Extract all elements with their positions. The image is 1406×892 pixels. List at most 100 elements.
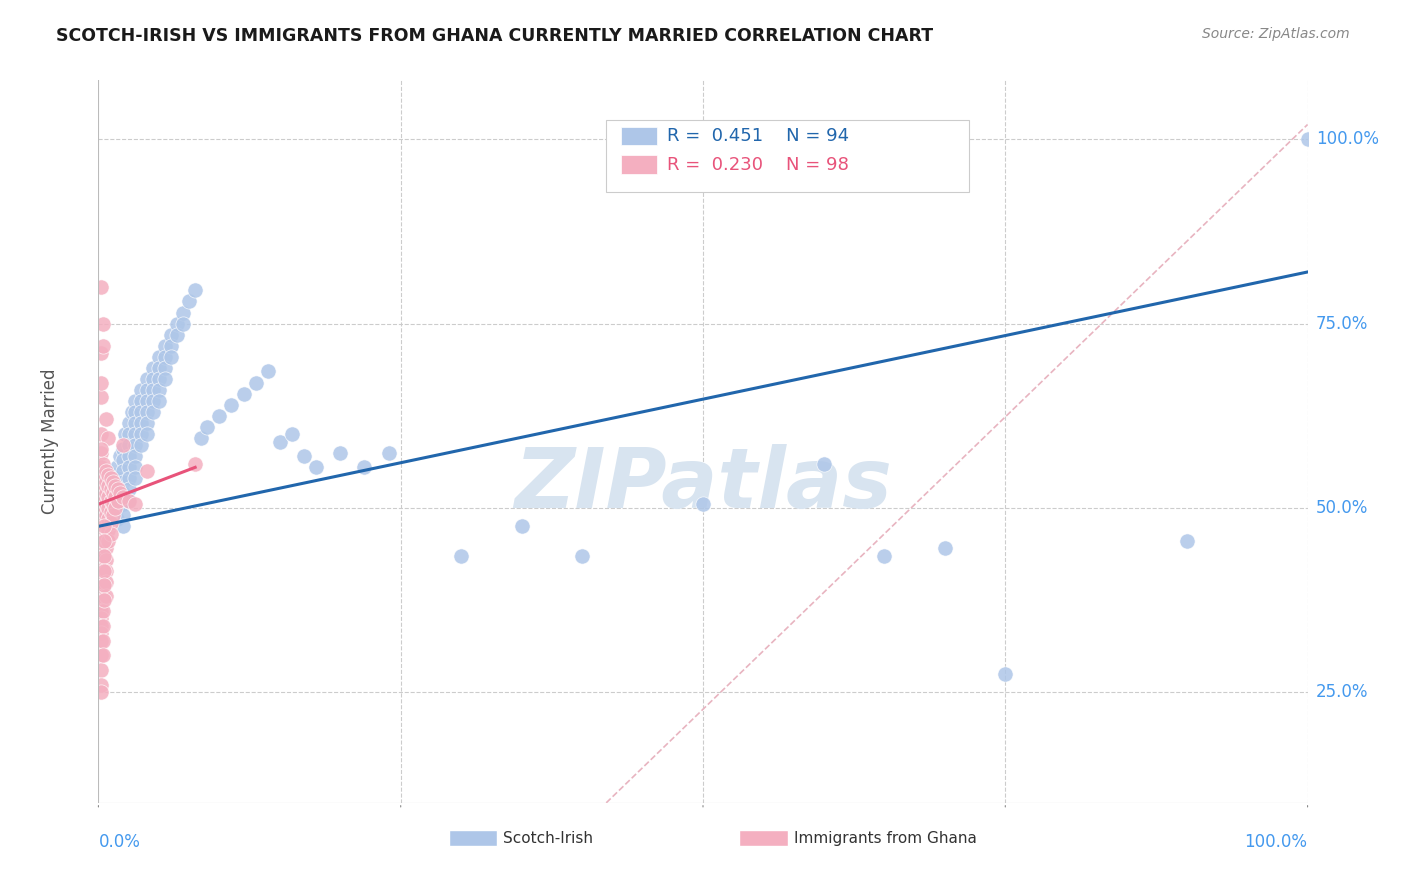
- Point: [90, 604, 112, 618]
- Point: [1296, 132, 1319, 146]
- Point: [184, 457, 207, 471]
- FancyBboxPatch shape: [621, 127, 657, 145]
- Point: [93, 564, 115, 578]
- Point: [153, 339, 176, 353]
- Point: [107, 493, 129, 508]
- Point: [90, 582, 112, 596]
- Point: [90, 516, 112, 530]
- Point: [184, 284, 207, 298]
- Point: [90, 530, 112, 544]
- Point: [281, 427, 304, 442]
- Point: [91, 317, 114, 331]
- Point: [91, 567, 114, 582]
- Point: [353, 460, 375, 475]
- Point: [91, 619, 114, 633]
- Point: [105, 471, 128, 485]
- Text: Source: ZipAtlas.com: Source: ZipAtlas.com: [1202, 27, 1350, 41]
- Point: [100, 483, 122, 497]
- Point: [94, 508, 117, 523]
- Point: [90, 508, 112, 523]
- Point: [94, 574, 117, 589]
- Point: [934, 541, 956, 556]
- Point: [93, 593, 115, 607]
- Point: [129, 427, 152, 442]
- Point: [93, 549, 115, 563]
- Point: [118, 438, 141, 452]
- FancyBboxPatch shape: [449, 830, 498, 847]
- Point: [90, 538, 112, 552]
- Point: [90, 560, 112, 574]
- Text: 75.0%: 75.0%: [1316, 315, 1368, 333]
- Point: [100, 516, 122, 530]
- Point: [153, 360, 176, 375]
- Point: [148, 350, 170, 364]
- Point: [90, 648, 112, 663]
- Point: [97, 512, 120, 526]
- Point: [105, 486, 128, 500]
- Point: [221, 398, 243, 412]
- Point: [90, 685, 112, 699]
- Point: [90, 460, 112, 475]
- Point: [104, 490, 127, 504]
- Point: [91, 523, 114, 537]
- Point: [90, 626, 112, 640]
- Point: [118, 471, 141, 485]
- Point: [166, 327, 188, 342]
- Point: [190, 431, 212, 445]
- Point: [111, 453, 134, 467]
- Point: [148, 383, 170, 397]
- Point: [100, 493, 122, 508]
- Point: [93, 578, 115, 592]
- Point: [135, 372, 157, 386]
- Point: [97, 475, 120, 489]
- Point: [111, 519, 134, 533]
- Point: [111, 497, 134, 511]
- Point: [94, 486, 117, 500]
- Point: [100, 493, 122, 508]
- Point: [97, 431, 120, 445]
- Point: [100, 471, 122, 485]
- Point: [90, 471, 112, 485]
- Point: [118, 450, 141, 464]
- Point: [91, 633, 114, 648]
- Point: [118, 493, 141, 508]
- Point: [90, 633, 112, 648]
- Point: [135, 464, 157, 478]
- Point: [111, 490, 134, 504]
- Point: [108, 486, 131, 500]
- Text: 25.0%: 25.0%: [1316, 683, 1368, 701]
- Point: [148, 372, 170, 386]
- Point: [160, 327, 183, 342]
- Point: [91, 604, 114, 618]
- Point: [129, 405, 152, 419]
- Point: [90, 445, 112, 459]
- Point: [142, 405, 165, 419]
- Point: [91, 590, 114, 604]
- Point: [1175, 534, 1198, 549]
- Point: [91, 552, 114, 566]
- Point: [118, 493, 141, 508]
- Point: [91, 560, 114, 574]
- Point: [101, 479, 124, 493]
- Point: [97, 479, 120, 493]
- Point: [91, 574, 114, 589]
- Point: [111, 438, 134, 452]
- Point: [100, 471, 122, 485]
- Point: [105, 512, 128, 526]
- Point: [135, 427, 157, 442]
- Point: [124, 497, 146, 511]
- Point: [90, 279, 112, 293]
- Point: [91, 512, 114, 526]
- Point: [269, 434, 291, 449]
- Text: ZIPatlas: ZIPatlas: [515, 444, 891, 525]
- Point: [571, 549, 593, 563]
- Point: [108, 450, 131, 464]
- Point: [510, 519, 533, 533]
- Point: [179, 294, 201, 309]
- Point: [101, 475, 124, 489]
- Point: [94, 530, 117, 544]
- Point: [329, 445, 352, 459]
- Point: [124, 405, 146, 419]
- Point: [93, 519, 115, 533]
- Text: Scotch-Irish: Scotch-Irish: [503, 830, 593, 846]
